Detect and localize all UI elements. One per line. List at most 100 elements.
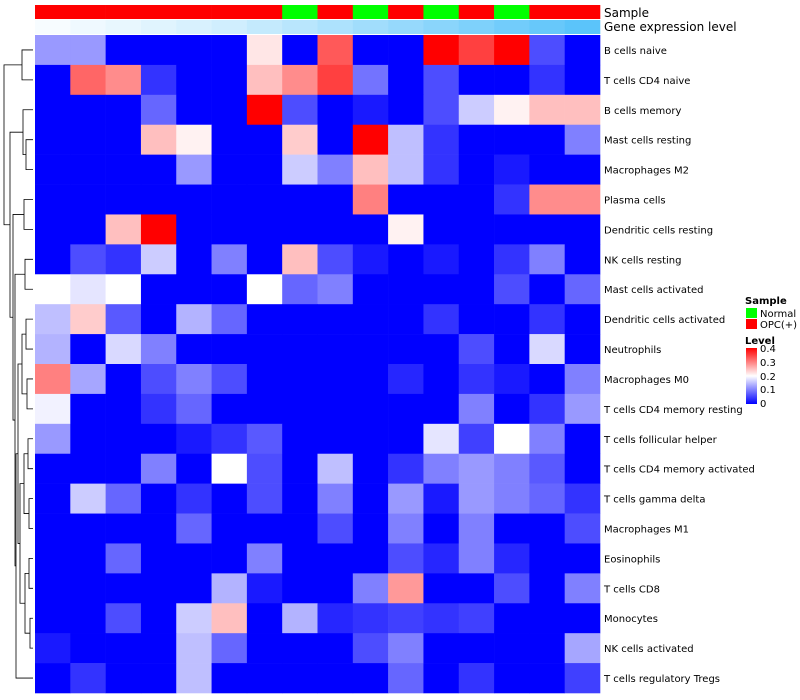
row-label: T cells CD4 memory activated: [603, 465, 755, 476]
heatmap-cell: [105, 543, 142, 574]
heatmap-cell: [423, 64, 460, 96]
legend-swatch-normal: [746, 308, 757, 318]
legend: Sample Normal OPC(+) Level 0.4 0.3 0.2 0…: [745, 296, 797, 410]
row-label: Dendritic cells resting: [604, 225, 713, 236]
heatmap-cell: [388, 543, 424, 574]
heatmap-cell: [70, 573, 106, 604]
expression-annotation-cell: [458, 20, 495, 34]
heatmap-cell: [246, 214, 283, 245]
heatmap-cell: [70, 633, 106, 664]
heatmap-cell: [529, 244, 565, 275]
heatmap-cell: [176, 483, 212, 514]
heatmap-cell: [564, 663, 601, 694]
dendrogram-branch: [9, 131, 23, 318]
heatmap-cell: [35, 304, 71, 335]
heatmap-cell: [105, 453, 142, 484]
heatmap-cell: [458, 214, 495, 245]
heatmap-cell: [388, 483, 424, 514]
heatmap-cell: [35, 603, 71, 634]
dendrogram-branch: [26, 378, 33, 410]
heatmap-cell: [282, 364, 318, 395]
heatmap-cell: [70, 513, 106, 544]
heatmap-cell: [211, 214, 248, 245]
heatmap-cell: [176, 35, 212, 66]
heatmap-cell: [246, 124, 283, 155]
row-dendrogram: [3, 49, 33, 679]
heatmap-cell: [317, 154, 354, 185]
heatmap-cell: [70, 304, 106, 335]
heatmap-cell: [35, 334, 71, 365]
heatmap-cell: [494, 603, 530, 634]
annotation-label-gene-expression-level: Gene expression level: [604, 20, 737, 34]
sample-annotation-cell: [176, 5, 212, 19]
heatmap-cell: [282, 453, 318, 484]
heatmap-cell: [35, 244, 71, 275]
heatmap-cell: [423, 304, 460, 335]
heatmap-cell: [35, 573, 71, 604]
heatmap-cell: [282, 543, 318, 574]
heatmap-cell: [564, 244, 601, 275]
heatmap-cell: [246, 364, 283, 395]
heatmap-cell: [140, 124, 177, 155]
row-label: T cells gamma delta: [603, 495, 705, 506]
sample-annotation-cell: [35, 5, 71, 19]
heatmap-cell: [458, 633, 495, 664]
heatmap-cell: [494, 94, 530, 126]
heatmap-cell: [352, 453, 389, 484]
heatmap-cell: [317, 603, 354, 634]
heatmap-cell: [211, 274, 248, 305]
heatmap-cell: [529, 334, 565, 365]
heatmap-cell: [352, 304, 389, 335]
heatmap-cell: [458, 603, 495, 634]
heatmap-cell: [458, 513, 495, 544]
heatmap-cells: [35, 35, 601, 694]
heatmap-cell: [70, 214, 106, 245]
heatmap-cell: [140, 274, 177, 305]
legend-tick: 0.2: [760, 372, 776, 383]
heatmap-cell: [529, 214, 565, 245]
heatmap-cell: [70, 423, 106, 455]
heatmap-cell: [105, 214, 142, 245]
heatmap-cell: [494, 483, 530, 514]
heatmap-cell: [211, 423, 248, 455]
heatmap-cell: [246, 633, 283, 664]
row-label: T cells regulatory Tregs: [603, 674, 720, 685]
heatmap-cell: [211, 334, 248, 365]
heatmap-cell: [423, 513, 460, 544]
heatmap-cell: [211, 453, 248, 484]
heatmap-cell: [564, 543, 601, 574]
row-label: Mast cells resting: [604, 136, 691, 147]
heatmap-cell: [494, 334, 530, 365]
heatmap-cell: [70, 543, 106, 574]
heatmap-cell: [105, 304, 142, 335]
heatmap-cell: [70, 184, 106, 215]
heatmap-cell: [388, 603, 424, 634]
dendrogram-branch: [3, 64, 22, 226]
heatmap-cell: [352, 633, 389, 664]
heatmap-cell: [105, 393, 142, 425]
legend-tick: 0.3: [760, 358, 776, 369]
heatmap-cell: [317, 274, 354, 305]
heatmap-cell: [176, 364, 212, 395]
heatmap-cell: [317, 94, 354, 126]
heatmap-cell: [282, 334, 318, 365]
expression-annotation-cell: [105, 20, 142, 34]
heatmap-cell: [246, 663, 283, 694]
heatmap-cell: [352, 154, 389, 185]
heatmap-cell: [317, 184, 354, 215]
heatmap-cell: [35, 633, 71, 664]
heatmap-cell: [246, 94, 283, 126]
heatmap-cell: [494, 453, 530, 484]
heatmap-cell: [140, 483, 177, 514]
row-label: Macrophages M1: [604, 525, 689, 536]
heatmap-cell: [35, 35, 71, 66]
heatmap-cell: [140, 573, 177, 604]
heatmap-cell: [176, 274, 212, 305]
sample-annotation-cell: [282, 5, 318, 19]
heatmap-cell: [564, 483, 601, 514]
heatmap-cell: [35, 124, 71, 155]
heatmap-cell: [564, 423, 601, 455]
heatmap-cell: [140, 184, 177, 215]
heatmap-cell: [246, 453, 283, 484]
sample-annotation-cell: [246, 5, 283, 19]
